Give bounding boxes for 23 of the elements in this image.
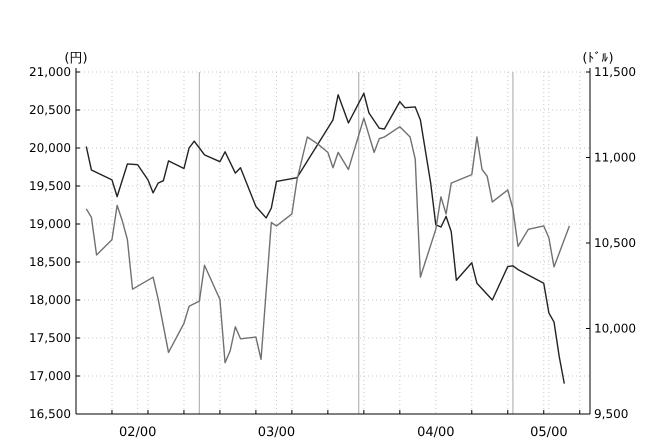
y-tick-label: 19,000 (29, 217, 71, 231)
y-tick-label: 16,500 (29, 407, 71, 421)
y-tick-label: 19,500 (29, 179, 71, 193)
y-tick-label: 17,000 (29, 369, 71, 383)
y-tick-label: 21,000 (29, 65, 71, 79)
y2-tick-label: 10,000 (594, 322, 636, 336)
y2-tick-label: 10,500 (594, 236, 636, 250)
y-tick-label: 20,000 (29, 141, 71, 155)
y2-tick-label: 11,500 (594, 65, 636, 79)
y-tick-label: 17,500 (29, 331, 71, 345)
x-tick-label: 05/00 (530, 425, 568, 440)
line-series (86, 92, 565, 384)
y2-tick-label: 11,000 (594, 150, 636, 164)
y-tick-label: 20,500 (29, 103, 71, 117)
x-tick-label: 04/00 (417, 425, 455, 440)
line-series (86, 117, 570, 364)
y2-tick-label: 9,500 (594, 407, 628, 421)
x-tick-label: 03/00 (258, 425, 296, 440)
x-tick-label: 02/00 (118, 425, 156, 440)
y-tick-label: 18,000 (29, 293, 71, 307)
y-tick-label: 18,500 (29, 255, 71, 269)
y2-axis-title: (ﾄﾞﾙ) (582, 51, 614, 66)
y-axis-title: (円) (64, 51, 88, 66)
